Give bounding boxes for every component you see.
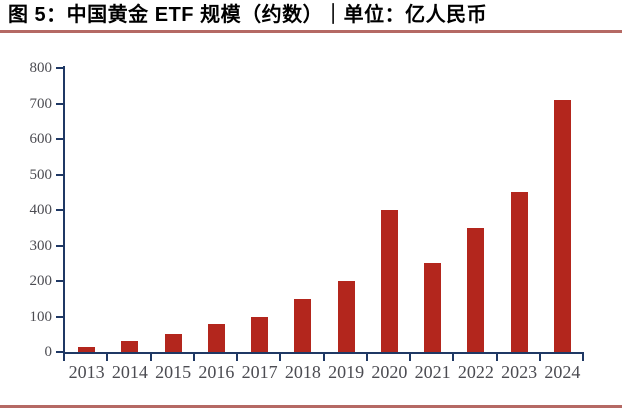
x-tick-label: 2019 [328,362,365,382]
x-tick-label: 2014 [111,362,148,382]
x-tick-label: 2024 [544,362,581,382]
y-axis [63,66,65,354]
bar-2023 [510,192,528,352]
x-tick [409,354,411,361]
bar-2018 [294,298,312,352]
x-tick-label: 2016 [198,362,235,382]
y-tick-label: 0 [44,344,53,360]
y-tick [56,315,63,318]
bar-2021 [424,263,442,352]
x-tick [582,354,584,361]
x-tick-label: 2013 [68,362,105,382]
x-tick [149,354,152,361]
x-tick [452,354,455,361]
bar-2013 [78,346,96,352]
y-tick-label: 300 [29,237,53,254]
x-tick [365,354,368,361]
bar-2016 [207,323,225,352]
x-tick [495,354,498,361]
y-tick-label: 400 [29,202,53,218]
x-tick [236,354,238,361]
bar-2024 [553,99,571,352]
y-tick-label: 500 [29,166,53,183]
y-tick [56,173,63,176]
y-tick [56,102,63,105]
bar-2022 [467,227,485,352]
x-tick-label: 2018 [284,362,321,382]
x-tick [63,354,65,361]
x-tick-label: 2015 [155,362,192,382]
bar-2017 [251,316,269,352]
title-underline [0,30,622,33]
x-tick-label: 2023 [501,362,538,382]
figure-title: 图 5：中国黄金 ETF 规模（约数）｜单位：亿人民币 [8,4,488,26]
y-tick [56,351,63,353]
x-tick-label: 2021 [414,362,451,382]
x-tick-label: 2020 [371,362,408,382]
bar-2019 [337,281,355,352]
y-tick [56,138,63,140]
x-tick-label: 2022 [457,362,494,382]
y-tick [56,244,63,247]
y-tick-label: 700 [29,95,53,112]
y-tick-label: 800 [29,60,53,76]
x-axis [63,352,584,354]
y-tick [56,67,63,69]
footer-rule [0,405,622,408]
x-tick [538,354,541,361]
y-tick [56,280,63,282]
y-tick [56,209,63,211]
x-tick [279,354,282,361]
x-tick [106,354,109,361]
y-tick-label: 100 [29,308,53,325]
y-tick-label: 600 [29,131,53,147]
bar-2020 [380,210,398,352]
bar-2015 [164,334,182,352]
x-tick [322,354,325,361]
y-tick-label: 200 [29,273,53,289]
x-tick [192,354,195,361]
bar-2014 [121,341,139,352]
x-tick-label: 2017 [241,362,278,382]
